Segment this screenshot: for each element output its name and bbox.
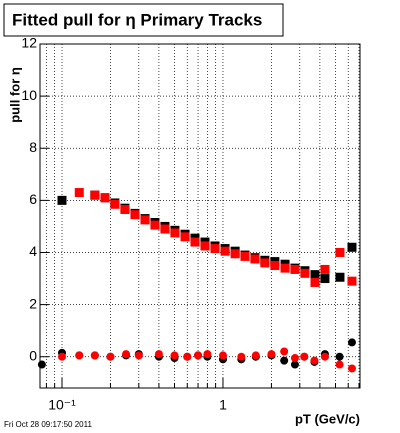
square-marker — [335, 272, 345, 282]
y-axis-label: pull for η — [7, 67, 22, 123]
circle-marker — [122, 350, 131, 359]
circle-marker — [335, 352, 344, 361]
square-marker — [240, 251, 250, 261]
circle-marker — [75, 351, 84, 360]
square-marker — [210, 244, 220, 254]
y-tick-label: 8 — [29, 139, 37, 155]
footer: Fri Oct 28 09:17:50 2011 — [4, 420, 92, 429]
square-marker — [160, 224, 170, 234]
circle-marker — [335, 360, 344, 369]
circle-marker — [251, 351, 260, 360]
square-marker — [140, 215, 150, 225]
square-marker — [290, 264, 300, 274]
y-tick-label: 10 — [21, 87, 37, 103]
square-marker — [180, 232, 190, 242]
square-marker — [57, 195, 67, 205]
square-marker — [310, 270, 320, 280]
circle-marker — [300, 352, 309, 361]
y-tick-label: 4 — [29, 243, 37, 259]
square-marker — [100, 193, 110, 203]
square-marker — [320, 264, 330, 274]
circle-marker — [280, 347, 289, 356]
x-tick-label: 10⁻¹ — [48, 397, 76, 413]
circle-marker — [320, 352, 329, 361]
square-marker — [347, 242, 357, 252]
circle-marker — [154, 350, 163, 359]
circle-marker — [290, 360, 299, 369]
circle-marker — [37, 360, 46, 369]
circle-marker — [290, 354, 299, 363]
circle-marker — [134, 351, 143, 360]
title-box — [3, 3, 284, 37]
chart-title: Fitted pull for η Primary Tracks — [12, 10, 262, 29]
square-marker — [250, 254, 260, 264]
square-marker — [130, 210, 140, 220]
circle-marker — [203, 350, 212, 359]
circle-marker — [58, 352, 67, 361]
circle-marker — [347, 338, 356, 347]
circle-marker — [106, 352, 115, 361]
square-marker — [110, 199, 120, 209]
x-axis-label: pT (GeV/c) — [295, 411, 360, 426]
circle-marker — [170, 351, 179, 360]
x-tick-label: 1 — [219, 397, 227, 413]
square-marker — [120, 204, 130, 214]
y-tick-label: 0 — [29, 347, 37, 363]
y-tick-label: 2 — [29, 295, 37, 311]
circle-marker — [194, 351, 203, 360]
square-marker — [200, 241, 210, 251]
circle-marker — [347, 364, 356, 373]
y-tick-label: 6 — [29, 191, 37, 207]
circle-marker — [237, 352, 246, 361]
circle-marker — [280, 356, 289, 365]
square-marker — [347, 276, 357, 286]
circle-marker — [183, 352, 192, 361]
square-marker — [150, 220, 160, 230]
circle-marker — [90, 351, 99, 360]
square-marker — [74, 188, 84, 198]
square-marker — [230, 249, 240, 259]
square-marker — [260, 258, 270, 268]
square-marker — [320, 274, 330, 284]
square-marker — [270, 261, 280, 271]
plot-frame — [39, 43, 361, 389]
y-tick-label: 12 — [21, 35, 37, 51]
square-marker — [220, 246, 230, 256]
circle-marker — [267, 350, 276, 359]
square-marker — [280, 263, 290, 273]
circle-marker — [218, 351, 227, 360]
square-marker — [335, 247, 345, 257]
square-marker — [90, 190, 100, 200]
square-marker — [310, 277, 320, 287]
square-marker — [190, 237, 200, 247]
square-marker — [300, 268, 310, 278]
square-marker — [170, 228, 180, 238]
circle-marker — [310, 356, 319, 365]
